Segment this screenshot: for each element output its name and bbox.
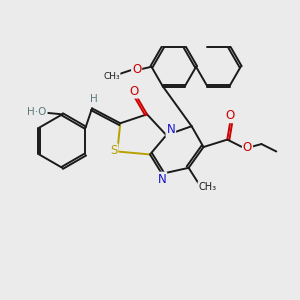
Text: O: O	[243, 140, 252, 154]
Text: CH₃: CH₃	[103, 72, 120, 81]
Text: CH₃: CH₃	[198, 182, 216, 192]
Text: H: H	[90, 94, 98, 104]
Text: H·O: H·O	[27, 107, 47, 117]
Text: N: N	[167, 123, 175, 136]
Text: O: O	[129, 85, 138, 98]
Text: O: O	[132, 63, 141, 76]
Text: S: S	[110, 144, 117, 158]
Text: N: N	[158, 172, 166, 186]
Text: O: O	[226, 109, 235, 122]
